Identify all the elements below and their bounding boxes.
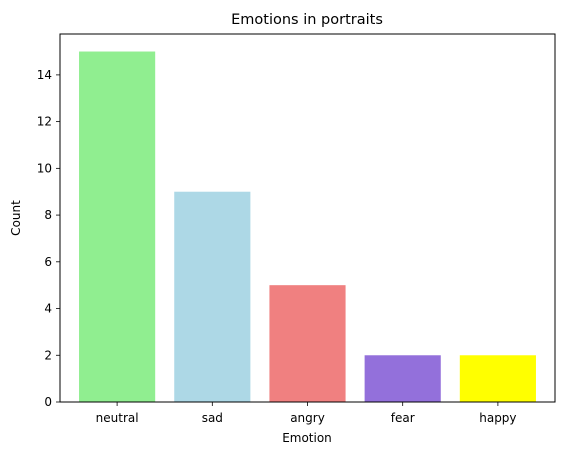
x-axis-label: Emotion	[282, 431, 332, 445]
y-tick-label-12: 12	[37, 115, 52, 129]
y-tick-label-4: 4	[44, 302, 52, 316]
y-tick-label-14: 14	[37, 68, 52, 82]
x-tick-label-neutral: neutral	[96, 411, 139, 425]
y-tick-label-6: 6	[44, 255, 52, 269]
y-tick-label-8: 8	[44, 208, 52, 222]
x-tick-label-angry: angry	[290, 411, 325, 425]
y-axis-label: Count	[9, 200, 23, 236]
bar-group	[79, 51, 536, 403]
bar-angry	[269, 285, 346, 402]
bar-neutral	[79, 51, 156, 403]
y-tick-label-0: 0	[44, 395, 52, 409]
chart-title: Emotions in portraits	[231, 12, 383, 28]
x-tick-label-sad: sad	[202, 411, 223, 425]
x-tick-label-fear: fear	[391, 411, 415, 425]
y-tick-label-10: 10	[37, 161, 52, 175]
bar-fear	[364, 355, 441, 402]
bar-happy	[459, 355, 536, 402]
y-axis: 0 2 4 6 8 10 12 14	[37, 68, 60, 409]
y-tick-label-2: 2	[44, 348, 52, 362]
bar-sad	[174, 191, 251, 402]
x-tick-label-happy: happy	[479, 411, 516, 425]
x-axis: neutral sad angry fear happy	[96, 402, 517, 425]
